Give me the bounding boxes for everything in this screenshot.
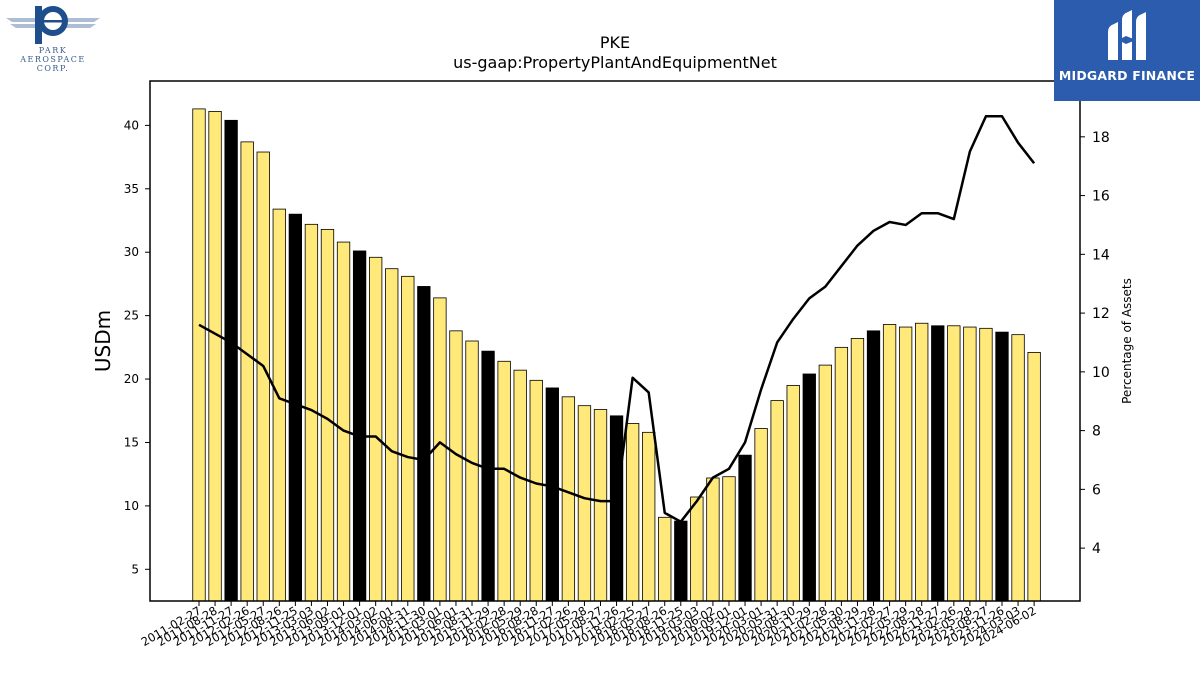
bar	[931, 325, 945, 602]
y2-tick-label: 10	[1092, 365, 1110, 381]
bar	[625, 423, 640, 602]
y2-tick-label: 14	[1092, 247, 1110, 263]
bar	[754, 428, 768, 602]
y2-tick-label: 4	[1092, 541, 1101, 557]
bar	[834, 346, 849, 602]
y-tick-label: 15	[124, 435, 139, 449]
bar	[449, 330, 463, 602]
bar	[545, 387, 559, 602]
bar	[866, 330, 881, 602]
y-tick-label: 40	[124, 118, 139, 132]
bar	[738, 454, 752, 602]
y2-tick-label: 8	[1092, 424, 1101, 440]
y-tick-label: 10	[124, 499, 139, 513]
chart-title: PKE	[600, 33, 630, 52]
bar	[593, 409, 608, 602]
bar	[722, 476, 736, 602]
bar	[770, 400, 784, 602]
park-logo-emblem-icon	[6, 6, 100, 44]
bar	[802, 373, 816, 602]
bar	[192, 108, 206, 602]
midgard-logo-text: MIDGARD FINANCE	[1058, 68, 1196, 83]
y-axis-right: 4 6 8 10 12 14 16 18	[1080, 130, 1110, 557]
y-tick-label: 30	[124, 245, 139, 259]
bar	[336, 241, 351, 602]
bar	[947, 325, 961, 602]
bar	[850, 338, 865, 602]
bar	[401, 275, 415, 602]
bar	[433, 297, 447, 602]
bar	[465, 340, 479, 602]
y2-tick-label: 6	[1092, 482, 1101, 498]
bar	[481, 350, 495, 602]
bar	[609, 415, 624, 602]
bar	[915, 322, 929, 602]
park-logo-line-2: AEROSPACE	[20, 55, 86, 64]
bar	[658, 516, 672, 602]
percentage-line	[198, 115, 1036, 523]
bar	[513, 369, 527, 602]
midgard-logo-mark-icon	[1108, 10, 1146, 60]
y2-tick-label: 18	[1092, 130, 1110, 146]
bar	[818, 364, 832, 602]
bar	[208, 111, 222, 602]
bar	[995, 331, 1009, 602]
park-logo-line-3: CORP.	[36, 64, 70, 73]
bar	[979, 327, 993, 602]
y-tick-label: 35	[124, 182, 139, 196]
park-logo-line-1: PARK	[38, 46, 68, 55]
y2-axis-label: Percentage of Assets	[1120, 278, 1134, 404]
park-aerospace-logo: PARK AEROSPACE CORP.	[4, 4, 102, 76]
y-tick-label: 25	[124, 309, 139, 323]
y2-tick-label: 16	[1092, 189, 1110, 205]
bar	[786, 384, 800, 602]
bar	[224, 119, 238, 602]
bar	[642, 431, 656, 602]
y-tick-label: 20	[124, 372, 139, 386]
bar	[352, 250, 367, 602]
y2-tick-label: 12	[1092, 306, 1110, 322]
bar	[706, 477, 720, 602]
midgard-finance-logo: MIDGARD FINANCE	[1054, 0, 1200, 101]
line-series	[198, 115, 1036, 523]
bar	[561, 396, 576, 602]
x-axis: 2011-02-272011-08-282011-11-272012-02-26…	[139, 601, 1039, 649]
bar	[272, 208, 286, 602]
bar	[898, 326, 913, 602]
plot-frame	[149, 80, 1081, 602]
bar-series	[192, 108, 1041, 602]
bar	[690, 496, 704, 602]
bar	[882, 324, 897, 602]
bar	[963, 326, 977, 602]
y-tick-label: 5	[131, 562, 139, 576]
bar	[577, 405, 592, 602]
bar	[369, 256, 383, 602]
bar	[529, 379, 543, 602]
bar	[385, 268, 399, 602]
bar	[1027, 352, 1041, 602]
bar	[417, 286, 431, 602]
bar	[288, 213, 303, 602]
y-axis-left: 5 10 15 20 25 30 35 40	[124, 118, 150, 576]
bar	[240, 141, 254, 602]
bar	[497, 360, 511, 602]
chart-subtitle: us-gaap:PropertyPlantAndEquipmentNet	[453, 53, 777, 72]
bar	[674, 520, 688, 602]
bar	[1011, 334, 1025, 602]
y-axis-label: USDm	[91, 310, 115, 372]
